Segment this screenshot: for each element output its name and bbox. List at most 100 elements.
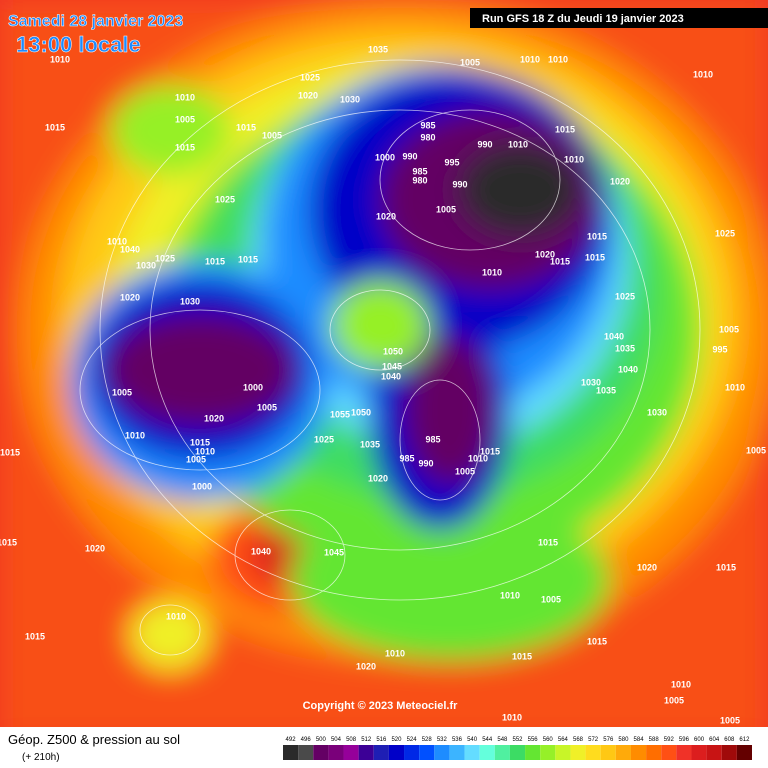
lead-time: (+ 210h) bbox=[22, 752, 60, 763]
isobar-label: 1010 bbox=[725, 382, 745, 392]
scale-label: 508 bbox=[346, 737, 357, 743]
isobar-label: 1000 bbox=[375, 152, 395, 162]
isobar-label: 1040 bbox=[120, 244, 140, 254]
scale-label: 572 bbox=[588, 737, 599, 743]
isobar-label: 1040 bbox=[251, 546, 271, 556]
isobar-label: 995 bbox=[444, 157, 459, 167]
isobar-label: 1005 bbox=[719, 324, 739, 334]
isobar-label: 1015 bbox=[538, 537, 558, 547]
isobar-label: 980 bbox=[420, 132, 435, 142]
isobar-label: 1055 bbox=[330, 409, 350, 419]
scale-label: 492 bbox=[286, 737, 297, 743]
isobar-label: 1010 bbox=[502, 712, 522, 722]
isobar-label: 1010 bbox=[520, 54, 540, 64]
time: 13:00 locale bbox=[16, 32, 141, 57]
isobar-label: 1015 bbox=[0, 537, 17, 547]
isobar-label: 1025 bbox=[215, 194, 235, 204]
scale-label: 608 bbox=[724, 737, 735, 743]
isobar-label: 1015 bbox=[585, 252, 605, 262]
copyright: Copyright © 2023 Meteociel.fr bbox=[303, 700, 459, 712]
scale-label: 560 bbox=[543, 737, 554, 743]
isobar-label: 1010 bbox=[195, 446, 215, 456]
isobar-label: 1010 bbox=[548, 54, 568, 64]
isobar-label: 1020 bbox=[356, 661, 376, 671]
isobar-label: 1035 bbox=[596, 385, 616, 395]
scale-swatch bbox=[373, 745, 389, 760]
scale-label: 556 bbox=[528, 737, 539, 743]
isobar-label: 1010 bbox=[50, 54, 70, 64]
isobar-label: 1010 bbox=[508, 139, 528, 149]
isobar-label: 1005 bbox=[186, 454, 206, 464]
isobar-label: 1015 bbox=[0, 447, 20, 457]
isobar-label: 1010 bbox=[693, 69, 713, 79]
scale-swatch bbox=[298, 745, 314, 760]
isobar-label: 1040 bbox=[381, 371, 401, 381]
scale-swatch bbox=[464, 745, 480, 760]
scale-label: 600 bbox=[694, 737, 705, 743]
isobar-label: 1020 bbox=[368, 473, 388, 483]
isobar-label: 1010 bbox=[500, 590, 520, 600]
scale-swatch bbox=[509, 745, 526, 760]
scale-label: 568 bbox=[573, 737, 584, 743]
isobar-label: 1000 bbox=[192, 481, 212, 491]
isobar-label: 1005 bbox=[436, 204, 456, 214]
scale-swatch bbox=[419, 745, 435, 760]
scale-label: 532 bbox=[437, 737, 448, 743]
isobar-label: 995 bbox=[712, 344, 727, 354]
footer-title: Géop. Z500 & pression au sol bbox=[8, 732, 180, 747]
isobar-label: 1035 bbox=[368, 44, 388, 54]
scale-swatch bbox=[434, 745, 450, 760]
isobar-label: 1010 bbox=[175, 92, 195, 102]
isobar-label: 1015 bbox=[480, 446, 500, 456]
date: Samedi 28 janvier 2023 bbox=[8, 13, 183, 30]
isobar-label: 1010 bbox=[671, 679, 691, 689]
isobar-label: 1015 bbox=[587, 231, 607, 241]
isobar-label: 1005 bbox=[746, 445, 766, 455]
isobar-label: 1025 bbox=[715, 228, 735, 238]
isobar-label: 1045 bbox=[382, 361, 402, 371]
scale-swatch bbox=[630, 745, 647, 760]
scale-label: 540 bbox=[467, 737, 478, 743]
isobar-label: 1020 bbox=[637, 562, 657, 572]
scale-swatch bbox=[691, 745, 707, 760]
scale-label: 552 bbox=[512, 737, 523, 743]
isobar-label: 1005 bbox=[112, 387, 132, 397]
run: Run GFS 18 Z du Jeudi 19 janvier 2023 bbox=[482, 13, 684, 25]
scale-label: 524 bbox=[407, 737, 418, 743]
isobar-label: 1015 bbox=[190, 437, 210, 447]
scale-label: 612 bbox=[739, 737, 750, 743]
scale-swatch bbox=[646, 745, 662, 760]
isobar-label: 1020 bbox=[120, 292, 140, 302]
scale-label: 564 bbox=[558, 737, 569, 743]
isobar-label: 1015 bbox=[175, 142, 195, 152]
scale-swatch bbox=[283, 745, 299, 760]
scale-label: 588 bbox=[649, 737, 660, 743]
isobar-label: 1030 bbox=[180, 296, 200, 306]
isobar-label: 1005 bbox=[175, 114, 195, 124]
isobar-label: 1015 bbox=[587, 636, 607, 646]
run-box bbox=[470, 8, 768, 28]
scale-swatch bbox=[479, 745, 495, 760]
scale-swatch bbox=[449, 745, 465, 760]
scale-swatch bbox=[343, 745, 359, 760]
scale-swatch bbox=[585, 745, 601, 760]
isobar-label: 1025 bbox=[155, 253, 175, 263]
scale-swatch bbox=[525, 745, 541, 760]
isobar-label: 1015 bbox=[512, 651, 532, 661]
scale-swatch bbox=[661, 745, 677, 760]
scale-swatch bbox=[615, 745, 631, 760]
scale-swatch bbox=[540, 745, 556, 760]
isobar-label: 1030 bbox=[647, 407, 667, 417]
scale-swatch bbox=[494, 745, 510, 760]
scale-label: 604 bbox=[709, 737, 720, 743]
isobar-label: 1030 bbox=[340, 94, 360, 104]
isobar-label: 1030 bbox=[581, 377, 601, 387]
isobar-label: 1015 bbox=[45, 122, 65, 132]
isobar-label: 990 bbox=[418, 458, 433, 468]
scale-swatch bbox=[358, 745, 374, 760]
isobar-label: 985 bbox=[412, 166, 427, 176]
isobar-label: 1010 bbox=[107, 236, 127, 246]
isobar-label: 1010 bbox=[482, 267, 502, 277]
scale-label: 596 bbox=[679, 737, 690, 743]
isobar-label: 1025 bbox=[314, 434, 334, 444]
